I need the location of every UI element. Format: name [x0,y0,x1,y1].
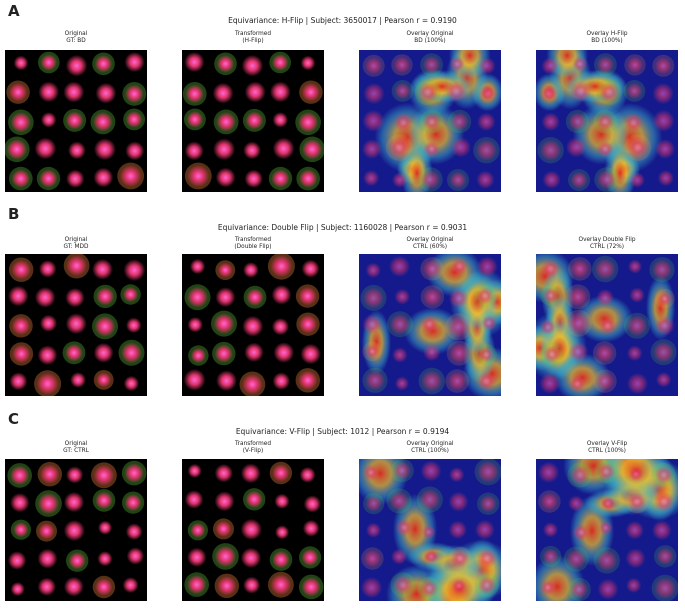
tile-caption-line1: Overlay H-Flip [586,31,628,37]
panel-letter-a: A [8,2,20,20]
heatmap-overlay-image [359,50,501,192]
panel-title-a: Equivariance: H-Flip | Subject: 3650017 … [228,16,457,25]
tile-caption-line1: Original [64,441,88,447]
panel-letter-b: B [8,205,20,223]
heatmap-overlay-image [536,254,678,396]
image-tile [5,254,147,396]
tile-caption-line2: BD (100%) [591,38,623,44]
image-tile [536,459,678,601]
cell-grid-image [182,254,324,396]
tile-caption-line1: Original [64,31,88,37]
tile-caption: Original GT: MDD [5,237,147,251]
image-tile [359,254,501,396]
tile-caption-line2: (V-Flip) [242,448,264,454]
tile-caption-line1: Transformed [234,31,272,37]
panel-title-c: Equivariance: V-Flip | Subject: 1012 | P… [235,427,450,436]
image-tile [536,254,678,396]
tile-caption-line2: (Double Flip) [234,244,272,250]
tile-caption-line2: GT: MDD [63,244,89,250]
tile-caption-line1: Original [64,237,88,243]
tile-caption: Overlay V-Flip CTRL (100%) [536,441,678,455]
tile-caption-line2: BD (100%) [414,38,446,44]
tile-caption-line1: Overlay Double Flip [578,237,636,243]
tile-caption-line2: CTRL (72%) [589,244,625,250]
tile-caption-line1: Transformed [234,441,272,447]
tile-caption: Transformed (V-Flip) [182,441,324,455]
cell-grid-image [182,459,324,601]
panel-letter-c: C [8,410,20,428]
tile-caption-line2: GT: BD [66,38,86,44]
heatmap-overlay-image [359,254,501,396]
tile-caption-line2: CTRL (60%) [412,244,448,250]
tile-caption-line1: Overlay Original [406,441,454,447]
tile-caption-line1: Overlay V-Flip [586,441,628,447]
image-tile [182,50,324,192]
cell-grid-image [5,50,147,192]
tile-caption-line2: CTRL (100%) [411,448,449,454]
panel-title-b: Equivariance: Double Flip | Subject: 116… [217,223,468,232]
tile-caption: Overlay H-Flip BD (100%) [536,31,678,45]
heatmap-overlay-image [536,459,678,601]
image-tile [536,50,678,192]
tile-caption-line2: (H-Flip) [242,38,264,44]
tile-caption: Transformed (H-Flip) [182,31,324,45]
tile-caption: Overlay Double Flip CTRL (72%) [536,237,678,251]
heatmap-overlay-image [536,50,678,192]
image-tile [182,459,324,601]
tile-caption-line2: GT: CTRL [63,448,89,454]
tile-caption: Overlay Original CTRL (100%) [359,441,501,455]
heatmap-overlay-image [359,459,501,601]
image-tile [359,50,501,192]
tile-caption: Overlay Original BD (100%) [359,31,501,45]
image-tile [5,459,147,601]
image-tile [182,254,324,396]
tile-caption: Transformed (Double Flip) [182,237,324,251]
tile-caption-line1: Overlay Original [406,237,454,243]
tile-caption-line2: CTRL (100%) [588,448,626,454]
cell-grid-image [5,254,147,396]
tile-caption: Original GT: CTRL [5,441,147,455]
tile-caption-line1: Transformed [234,237,272,243]
tile-caption: Overlay Original CTRL (60%) [359,237,501,251]
image-tile [5,50,147,192]
cell-grid-image [182,50,324,192]
tile-caption: Original GT: BD [5,31,147,45]
image-tile [359,459,501,601]
cell-grid-image [5,459,147,601]
tile-caption-line1: Overlay Original [406,31,454,37]
